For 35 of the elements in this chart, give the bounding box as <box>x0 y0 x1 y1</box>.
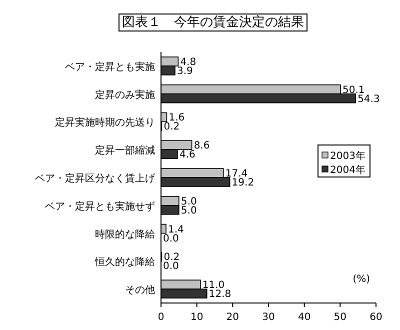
data-label: 5.0 <box>180 196 197 208</box>
x-tick-label: 0 <box>158 312 164 323</box>
data-label: 8.6 <box>194 140 210 152</box>
data-label: 0.0 <box>163 233 179 244</box>
data-label: 19.2 <box>232 178 254 188</box>
y-tick-label: 恒久的な降給 <box>94 256 155 268</box>
data-label: 4.6 <box>179 150 196 161</box>
x-tick-label: 20 <box>226 312 240 323</box>
data-label: 0.0 <box>163 261 179 272</box>
x-tick-label: 50 <box>334 312 347 323</box>
data-label: 12.8 <box>208 289 232 300</box>
data-label: 1.4 <box>168 224 184 236</box>
legend-label: 2004年 <box>330 164 366 176</box>
y-tick-label: 定昇のみ実施 <box>95 88 155 101</box>
y-tick-label: ベア・定昇区分なく賃上げ <box>35 172 156 184</box>
legend-label: 2003年 <box>330 150 366 162</box>
y-tick-label: ベア・定昇とも実施せず <box>45 200 155 212</box>
data-label: 17.4 <box>225 168 248 180</box>
annotation: (%) <box>352 274 370 285</box>
data-label: 54.3 <box>358 94 380 105</box>
x-tick-label: 30 <box>262 312 275 323</box>
y-tick-label: ベア・定昇とも実施 <box>65 60 155 73</box>
data-label: 3.9 <box>176 66 193 77</box>
chart-title: 図表１ 今年の賃金決定の結果 <box>122 15 304 30</box>
x-tick-label: 40 <box>298 312 311 323</box>
x-tick-label: 10 <box>190 312 204 323</box>
y-tick-label: その他 <box>125 284 155 296</box>
data-label: 5.0 <box>180 205 197 216</box>
x-tick-label: 60 <box>370 312 382 323</box>
data-label: 50.1 <box>342 84 365 96</box>
data-label: 4.8 <box>180 56 196 68</box>
y-tick-label: 定昇一部縮減 <box>95 144 155 157</box>
y-tick-label: 定昇実施時期の先送り <box>55 116 155 129</box>
data-label: 0.2 <box>164 122 180 133</box>
y-tick-label: 時限的な降給 <box>95 228 155 240</box>
